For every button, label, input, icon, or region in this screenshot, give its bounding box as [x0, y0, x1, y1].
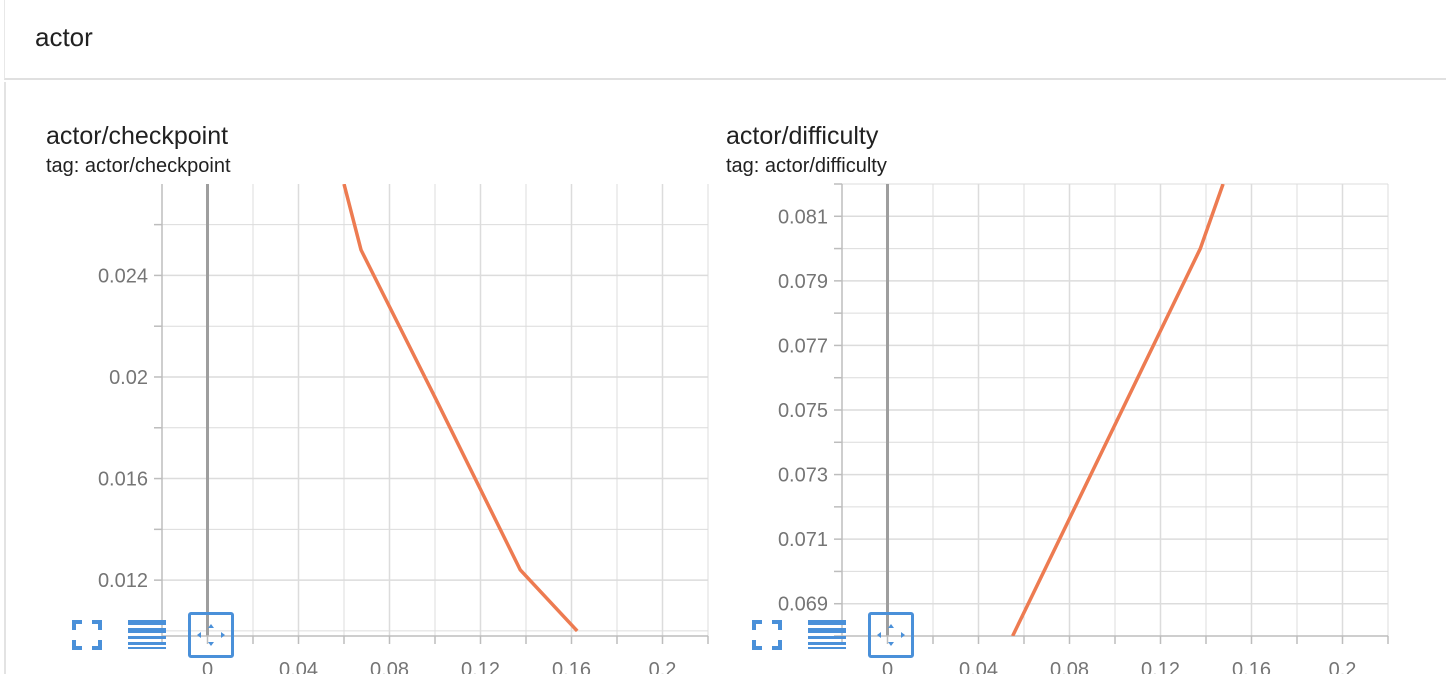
y-tick-label: 0.024: [98, 265, 148, 287]
chart-card-checkpoint: actor/checkpoint tag: actor/checkpoint 0…: [6, 82, 709, 674]
line-chart-checkpoint[interactable]: 0 0.04 0.08 0.12 0.16 0.2 0.012 0.016 0.02 0.024: [6, 182, 709, 674]
fit-domain-icon: [877, 624, 905, 646]
x-tick-label: 0.12: [461, 659, 500, 674]
x-tick-label: 0.08: [1050, 659, 1089, 674]
x-tick-label: 0.16: [552, 659, 591, 674]
x-tick-label: 0.2: [1329, 659, 1357, 674]
chart-card-difficulty: actor/difficulty tag: actor/difficulty 0…: [686, 82, 1389, 674]
list-lines-icon: [808, 620, 846, 649]
card-title: actor/checkpoint: [46, 122, 229, 150]
list-lines-icon: [128, 620, 166, 649]
x-tick-label: 0.08: [370, 659, 409, 674]
fit-domain-button[interactable]: [868, 612, 914, 658]
y-tick-label: 0.077: [778, 335, 828, 357]
x-tick-label: 0.12: [1141, 659, 1180, 674]
y-tick-label: 0.073: [778, 465, 828, 487]
fit-to-screen-button[interactable]: [64, 612, 110, 658]
y-tick-label: 0.02: [109, 367, 148, 389]
group-header[interactable]: actor: [4, 0, 1446, 80]
y-tick-label: 0.012: [98, 570, 148, 592]
x-tick-label: 0.2: [649, 659, 677, 674]
x-tick-label: 0: [202, 659, 213, 674]
x-tick-label: 0.04: [959, 659, 998, 674]
fit-domain-button[interactable]: [188, 612, 234, 658]
y-tick-label: 0.069: [778, 594, 828, 616]
series-line: [1011, 184, 1225, 636]
line-chart-difficulty[interactable]: 0 0.04 0.08 0.12 0.16 0.2 0.069 0.071 0.073 0.075…: [686, 182, 1389, 674]
card-area: actor/checkpoint tag: actor/checkpoint 0…: [4, 82, 1446, 674]
toggle-log-scale-button[interactable]: [124, 612, 170, 658]
fit-to-screen-button[interactable]: [744, 612, 790, 658]
y-tick-label: 0.075: [778, 400, 828, 422]
series-line: [342, 184, 579, 633]
y-tick-label: 0.081: [778, 206, 828, 228]
card-tag: tag: actor/difficulty: [726, 155, 887, 177]
x-tick-label: 0.16: [1232, 659, 1271, 674]
x-tick-label: 0: [882, 659, 893, 674]
expand-icon: [752, 620, 782, 650]
group-title: actor: [35, 22, 93, 52]
y-tick-label: 0.016: [98, 469, 148, 491]
toggle-log-scale-button[interactable]: [804, 612, 850, 658]
card-tag: tag: actor/checkpoint: [46, 155, 231, 177]
y-tick-label: 0.079: [778, 271, 828, 293]
y-tick-label: 0.071: [778, 529, 828, 551]
expand-icon: [72, 620, 102, 650]
x-tick-label: 0.04: [279, 659, 318, 674]
fit-domain-icon: [197, 624, 225, 646]
card-title: actor/difficulty: [726, 122, 879, 150]
